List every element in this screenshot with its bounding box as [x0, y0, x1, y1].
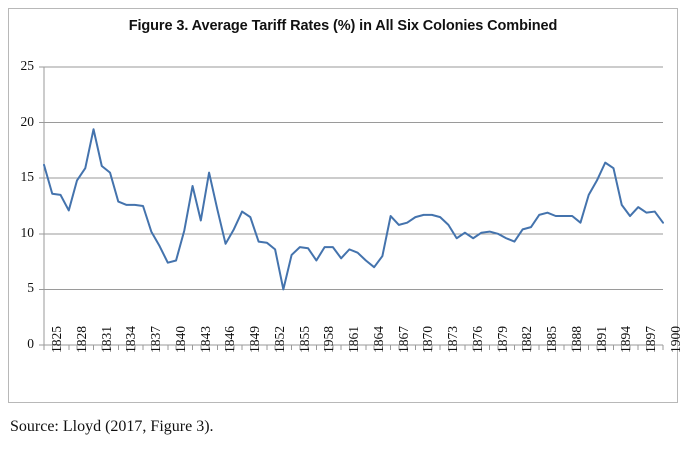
x-tick-label: 1958 — [321, 326, 337, 353]
x-tick-label: 1831 — [98, 326, 114, 353]
gridlines — [44, 66, 663, 346]
x-tick-label: 1864 — [370, 326, 386, 353]
x-tick-label: 1876 — [469, 326, 485, 353]
x-tick-label: 1879 — [494, 326, 510, 353]
x-tick-label: 1870 — [420, 326, 436, 353]
x-tick-label: 1855 — [296, 326, 312, 353]
y-tick-label: 10 — [20, 224, 35, 240]
x-tick-label: 1861 — [346, 326, 362, 353]
y-tick-label: 25 — [20, 58, 35, 73]
y-tick-label: 0 — [27, 336, 34, 351]
x-tick-label: 1837 — [148, 326, 164, 353]
x-tick-label: 1897 — [643, 326, 659, 353]
x-tick-label: 1900 — [668, 326, 683, 353]
chart-title: Figure 3. Average Tariff Rates (%) in Al… — [128, 18, 558, 34]
y-tick-label: 5 — [27, 280, 34, 296]
x-tick-label: 1840 — [172, 326, 188, 353]
x-tick-label: 1849 — [247, 326, 263, 353]
x-tick-label: 1852 — [271, 326, 287, 353]
y-tick-label: 15 — [20, 169, 35, 185]
x-tick-label: 1846 — [222, 326, 238, 353]
source-note: Source: Lloyd (2017, Figure 3). — [10, 418, 214, 435]
y-tick-label: 20 — [20, 113, 35, 129]
x-tick-label: 1891 — [593, 326, 609, 353]
x-tick-label: 1843 — [197, 326, 213, 353]
figure-border — [8, 8, 678, 403]
x-tick-marks — [43, 345, 664, 350]
x-tick-label: 1825 — [49, 326, 64, 353]
x-tick-label: 1873 — [445, 326, 461, 353]
series-line-average-tariff-rate — [43, 128, 664, 291]
x-tick-label: 1828 — [73, 326, 89, 353]
x-tick-label: 1885 — [544, 326, 560, 353]
x-tick-label: 1882 — [519, 326, 535, 353]
x-tick-label: 1834 — [123, 326, 139, 353]
x-tick-label: 1894 — [618, 326, 634, 353]
y-tick-marks — [39, 66, 44, 346]
x-tick-label: 1888 — [568, 326, 584, 353]
x-tick-label: 1867 — [395, 326, 411, 353]
